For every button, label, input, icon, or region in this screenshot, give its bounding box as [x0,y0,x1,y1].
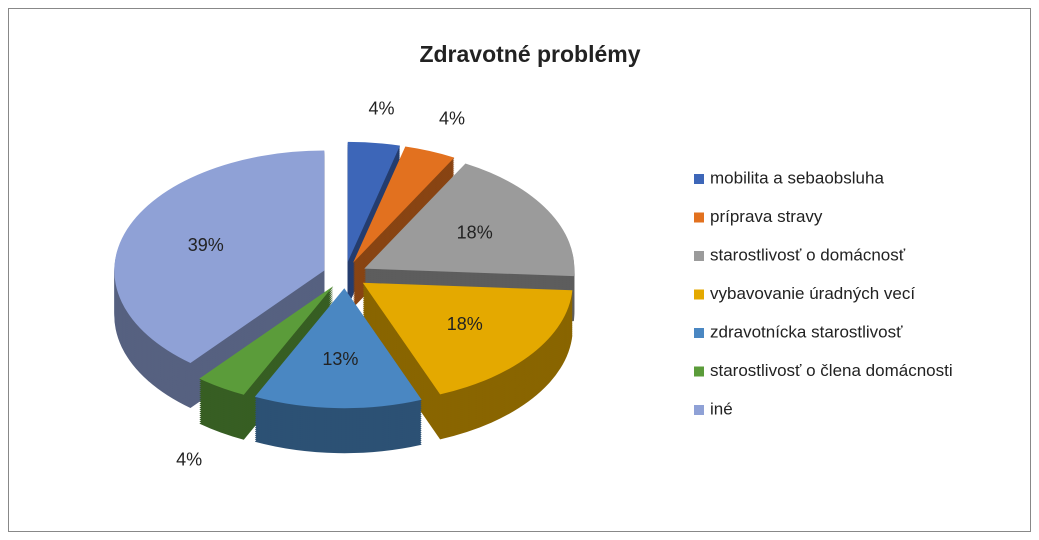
legend-label: zdravotnícka starostlivosť [710,322,903,341]
data-label: 18% [447,314,483,334]
chart-title: Zdravotné problémy [419,41,640,67]
pie-slice [362,282,573,395]
legend-swatch [694,289,704,300]
data-label: 4% [176,450,202,470]
data-label: 18% [457,223,493,243]
labels: 4% 4% 18% 18% 13% 4% 39% [176,98,493,469]
legend: mobilita a sebaobsluha príprava stravy sta… [694,168,953,418]
pie-slice [347,141,400,262]
legend-swatch [694,405,704,415]
data-label: 13% [322,349,358,369]
pie-slice [364,163,575,277]
legend-swatch [694,174,704,184]
legend-label: starostlivosť o domácnosť [710,245,906,264]
data-label: 39% [188,235,224,255]
legend-swatch [694,251,704,261]
data-label: 4% [439,109,465,129]
legend-label: starostlivosť o člena domácnosti [710,361,953,380]
data-label: 4% [368,98,394,118]
pie-slice [254,288,422,409]
legend-label: príprava stravy [710,207,823,226]
legend-label: vybavovanie úradných vecí [710,284,915,303]
pie-slice [199,286,334,395]
slice-tops [114,141,575,409]
pie-slice [114,150,325,363]
legend-swatch [694,212,704,223]
legend-label: iné [710,399,733,418]
legend-label: mobilita a sebaobsluha [710,168,884,187]
legend-swatch [694,366,704,377]
pie-slice [353,146,455,263]
legend-swatch [694,328,704,338]
